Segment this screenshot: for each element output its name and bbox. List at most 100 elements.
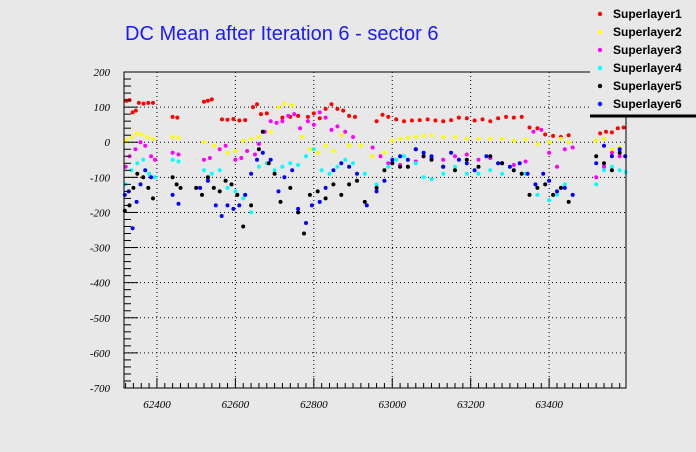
data-point xyxy=(153,157,157,162)
data-point xyxy=(441,157,446,162)
data-point xyxy=(421,175,426,180)
data-point xyxy=(276,189,281,194)
data-point xyxy=(355,178,359,183)
data-point xyxy=(176,201,181,206)
series-superlayer5 xyxy=(122,129,622,236)
data-point xyxy=(500,161,505,166)
x-tick-label: 63200 xyxy=(457,399,485,411)
data-point xyxy=(527,192,532,197)
data-point xyxy=(202,168,206,173)
data-point xyxy=(134,199,139,204)
data-point xyxy=(241,224,246,229)
legend-box xyxy=(590,0,696,116)
legend-label: Superlayer4 xyxy=(613,61,682,75)
data-point xyxy=(331,182,336,187)
data-point xyxy=(570,192,575,197)
data-point xyxy=(217,147,222,152)
x-tick-label: 62400 xyxy=(143,399,171,411)
data-point xyxy=(511,115,516,120)
data-point xyxy=(241,138,246,143)
y-tick-label: -300 xyxy=(90,243,111,255)
data-point xyxy=(541,171,546,176)
data-point xyxy=(194,185,199,190)
data-point xyxy=(484,154,489,159)
data-point xyxy=(341,108,346,113)
data-point xyxy=(323,115,328,120)
data-point xyxy=(170,114,175,119)
data-point xyxy=(339,161,344,166)
data-point xyxy=(200,192,204,197)
data-point xyxy=(278,199,283,204)
data-point xyxy=(170,157,175,162)
data-point xyxy=(151,100,155,105)
data-point xyxy=(602,143,606,148)
data-point xyxy=(298,126,303,131)
data-point xyxy=(507,164,512,169)
data-point xyxy=(539,127,544,132)
data-point xyxy=(488,154,493,159)
data-point xyxy=(464,161,469,166)
data-point xyxy=(143,168,148,173)
chart-title: DC Mean after Iteration 6 - sector 6 xyxy=(125,23,438,45)
data-point xyxy=(141,157,146,162)
data-point xyxy=(370,145,375,150)
data-point xyxy=(256,164,261,169)
data-point xyxy=(211,143,216,148)
data-point xyxy=(124,138,129,143)
data-point xyxy=(280,119,285,124)
series-superlayer3 xyxy=(123,110,622,180)
data-point xyxy=(456,157,461,162)
data-point xyxy=(217,168,222,173)
data-point xyxy=(374,182,379,187)
data-point xyxy=(309,203,314,208)
data-point xyxy=(141,101,146,106)
data-point xyxy=(241,196,246,201)
data-point xyxy=(351,135,355,139)
data-point xyxy=(617,154,622,159)
data-point xyxy=(511,138,516,143)
data-point xyxy=(615,126,620,131)
data-point xyxy=(453,164,457,169)
data-point xyxy=(547,198,552,203)
data-point xyxy=(256,135,261,139)
data-point xyxy=(339,133,344,138)
data-point xyxy=(355,171,359,176)
data-point xyxy=(347,164,352,169)
data-point xyxy=(543,132,548,137)
data-point xyxy=(555,189,559,194)
data-point xyxy=(266,161,271,166)
data-point xyxy=(143,143,148,148)
data-point xyxy=(398,136,403,141)
data-point xyxy=(249,203,254,208)
data-point xyxy=(176,159,181,164)
data-point xyxy=(527,125,532,130)
data-point xyxy=(315,189,320,194)
data-point xyxy=(329,127,334,132)
data-point xyxy=(382,150,387,155)
data-point xyxy=(429,133,434,138)
data-point xyxy=(213,203,218,208)
data-point xyxy=(378,154,383,159)
data-point xyxy=(358,143,363,148)
data-point xyxy=(566,140,571,145)
data-point xyxy=(429,157,434,162)
data-point xyxy=(531,129,536,134)
data-point xyxy=(133,147,138,152)
data-point xyxy=(347,182,352,187)
data-point xyxy=(335,106,340,111)
x-tick-label: 62600 xyxy=(222,399,250,411)
data-point xyxy=(464,152,469,157)
data-point xyxy=(476,164,481,169)
data-point xyxy=(496,116,501,121)
data-point xyxy=(319,168,324,173)
data-point xyxy=(147,171,152,176)
data-point xyxy=(390,161,395,166)
data-point xyxy=(609,168,614,173)
data-point xyxy=(421,150,426,155)
data-point xyxy=(292,112,297,117)
data-point xyxy=(472,118,477,123)
data-point xyxy=(274,120,279,125)
data-point xyxy=(547,150,552,155)
data-point xyxy=(488,119,493,124)
